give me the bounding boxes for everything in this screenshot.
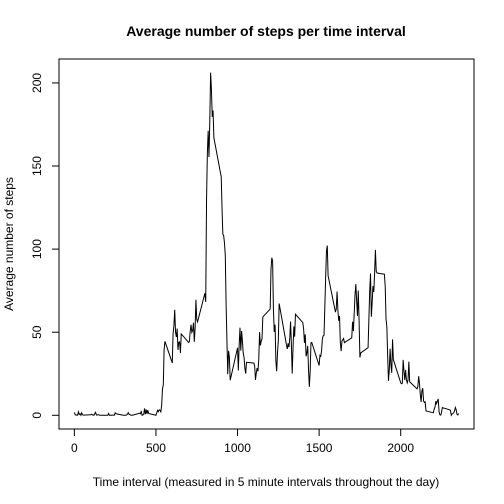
x-tick-label: 2000 <box>387 441 414 455</box>
y-tick-label: 150 <box>30 156 44 176</box>
x-tick-label: 1000 <box>224 441 251 455</box>
x-tick-label: 500 <box>146 441 166 455</box>
x-tick-label: 1500 <box>306 441 333 455</box>
data-line <box>73 72 460 417</box>
y-tick-label: 200 <box>30 73 44 93</box>
x-tick-label: 0 <box>71 441 78 455</box>
y-tick-label: 0 <box>30 412 44 419</box>
y-tick-label: 100 <box>30 239 44 259</box>
y-tick-label: 50 <box>30 325 44 339</box>
x-axis-label: Time interval (measured in 5 minute inte… <box>93 475 439 489</box>
y-axis-label: Average number of steps <box>2 177 16 311</box>
chart-title: Average number of steps per time interva… <box>126 23 406 39</box>
